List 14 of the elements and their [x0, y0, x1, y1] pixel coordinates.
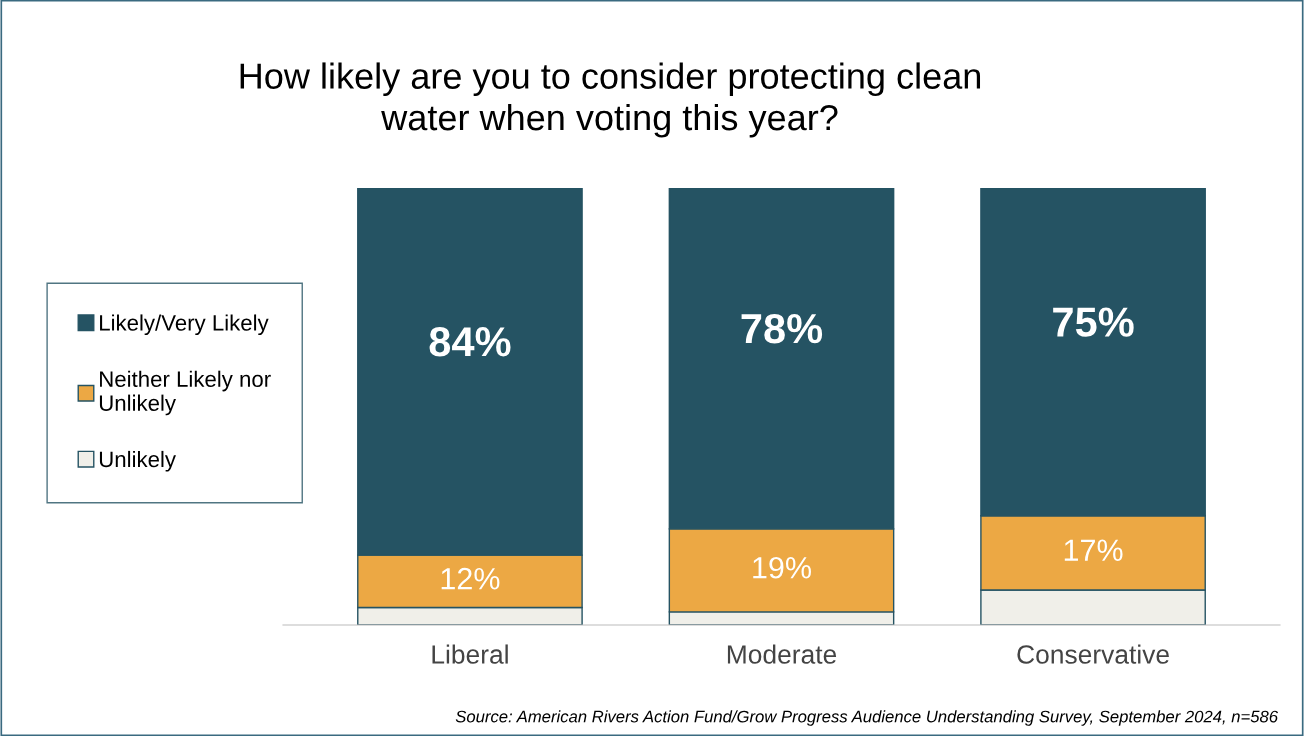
- data-label: 17%: [1064, 539, 1123, 561]
- x-tick-label: Conservative: [1017, 644, 1169, 664]
- x-tick-label: Liberal: [432, 644, 508, 664]
- data-label: 19%: [753, 556, 811, 579]
- source-note: Source: American Rivers Action Fund/Grow Progress Audience Understanding Survey, September 2024, n=586: [455, 710, 1279, 726]
- chart-title: How likely are you to consider protecting clean water when voting this year?: [240, 62, 981, 138]
- data-label: 84%: [429, 327, 511, 357]
- data-label: 75%: [1053, 307, 1134, 337]
- legend-label: Likely/Very Likely: [100, 314, 269, 336]
- data-label: 78%: [741, 313, 823, 344]
- legend-label: Neither Likely nor Unlikely: [99, 370, 271, 416]
- legend-label: Unlikely: [99, 450, 176, 472]
- x-tick-label: Moderate: [727, 644, 837, 664]
- data-label: 12%: [441, 567, 500, 590]
